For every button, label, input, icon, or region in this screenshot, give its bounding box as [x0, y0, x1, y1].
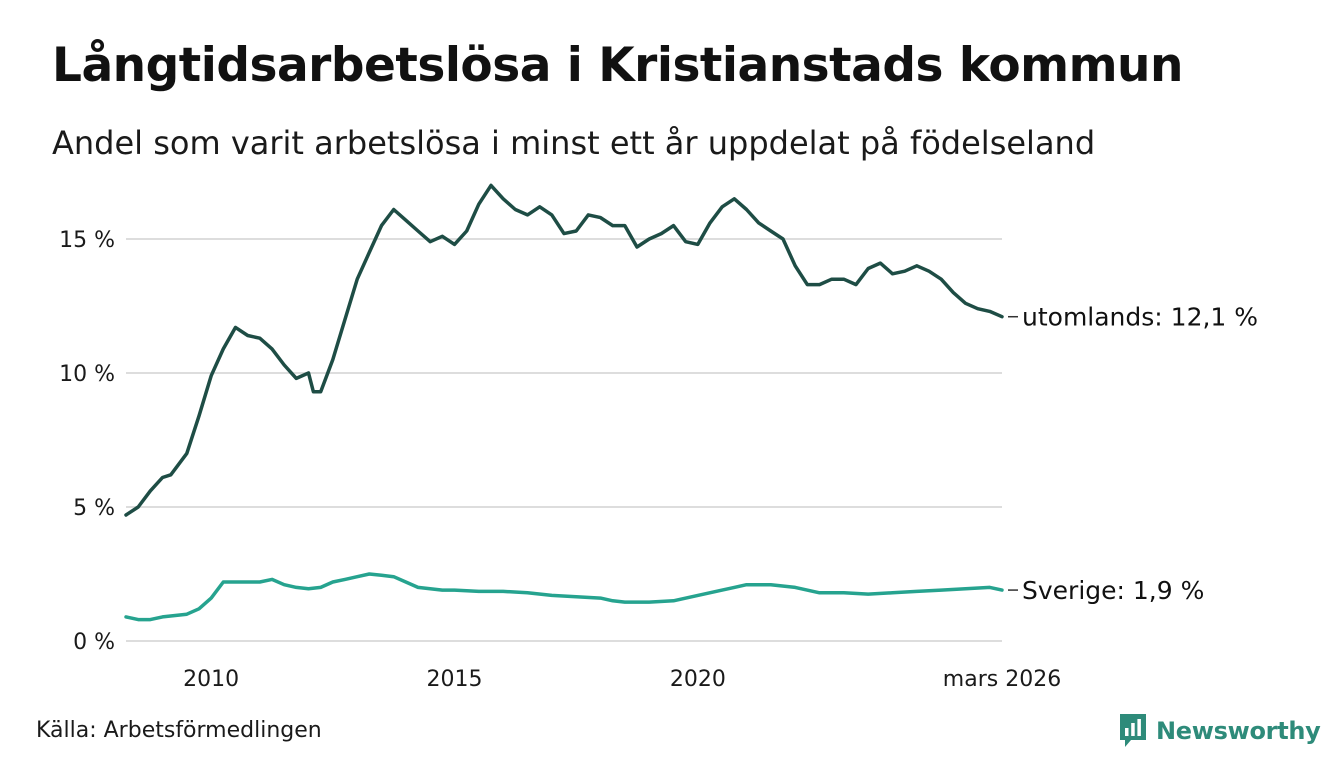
x-tick-label: mars 2026	[943, 667, 1061, 692]
x-axis-ticks: 2010 2015 2020 mars 2026	[183, 667, 1061, 692]
y-tick-label: 5 %	[73, 496, 115, 521]
brand-name: Newsworthy	[1156, 717, 1321, 745]
gridlines	[126, 238, 1002, 642]
end-label-utomlands: utomlands: 12,1 %	[1022, 303, 1258, 332]
y-axis-ticks: 0 % 5 % 10 % 15 %	[59, 228, 115, 655]
chart-subtitle: Andel som varit arbetslösa i minst ett å…	[52, 124, 1096, 162]
y-tick-label: 15 %	[59, 228, 115, 253]
brand-logo-block[interactable]: Newsworthy	[1118, 712, 1321, 750]
end-label-sverige: Sverige: 1,9 %	[1022, 576, 1204, 605]
chart-title: Långtidsarbetslösa i Kristianstads kommu…	[52, 38, 1183, 93]
x-tick-label: 2015	[427, 667, 483, 692]
y-tick-label: 0 %	[73, 630, 115, 655]
series-line-utomlands	[124, 183, 1004, 517]
source-note: Källa: Arbetsförmedlingen	[36, 718, 322, 743]
series-lines	[124, 183, 1004, 622]
series-line-sverige	[124, 572, 1004, 622]
newsworthy-logo-icon	[1120, 714, 1146, 747]
x-tick-label: 2020	[670, 667, 726, 692]
x-tick-label: 2010	[183, 667, 239, 692]
end-labels: utomlands: 12,1 % Sverige: 1,9 %	[1008, 303, 1258, 605]
y-tick-label: 10 %	[59, 362, 115, 387]
